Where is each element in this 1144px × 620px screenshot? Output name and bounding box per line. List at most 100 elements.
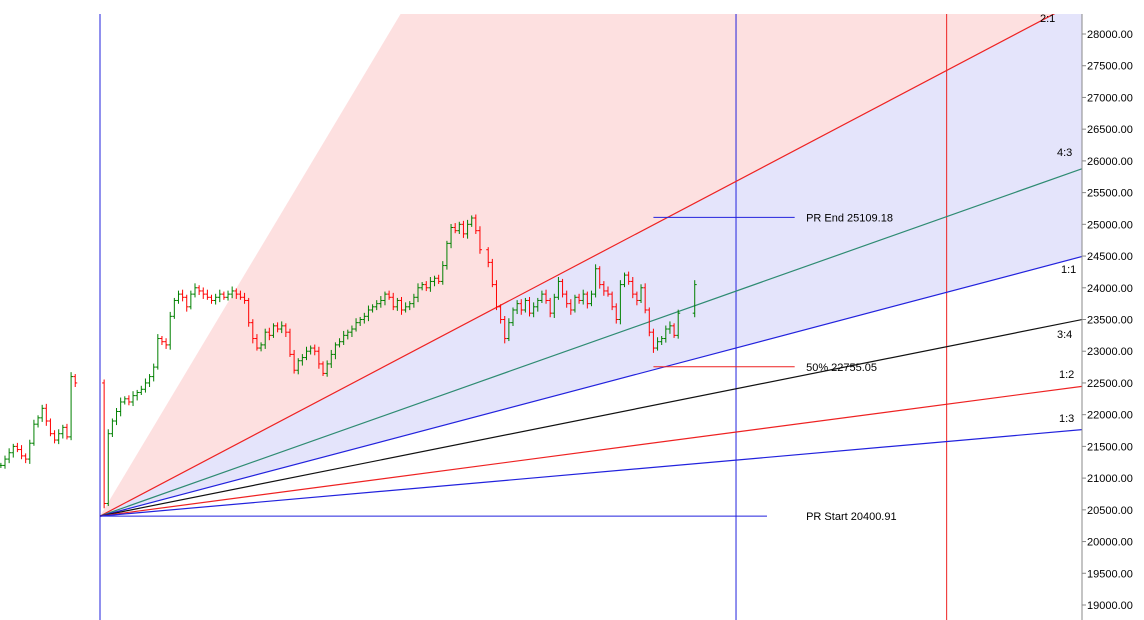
price-bar — [391, 292, 396, 311]
price-bar — [126, 395, 131, 406]
price-bar — [515, 300, 520, 315]
price-bar — [477, 226, 482, 254]
price-bar — [139, 385, 144, 395]
price-bar — [259, 342, 264, 352]
price-bar — [597, 266, 602, 289]
price-bar — [44, 403, 49, 426]
price-bar — [362, 312, 367, 324]
fan-ray-label: 1:1 — [1061, 264, 1076, 276]
price-bar — [663, 325, 668, 343]
price-bar — [300, 354, 305, 366]
price-bar — [312, 344, 317, 356]
price-bar — [461, 220, 466, 238]
price-bar — [275, 322, 280, 333]
price-bar — [374, 300, 379, 311]
price-bar — [106, 429, 111, 507]
price-bar — [556, 276, 561, 300]
price-bar — [7, 448, 12, 464]
price-bar — [3, 455, 8, 469]
fan-zones — [100, 14, 1082, 517]
price-bar — [370, 304, 375, 313]
fan-ray-1-3 — [99, 429, 1082, 517]
price-bar — [283, 323, 288, 338]
price-bar — [250, 319, 255, 344]
price-axis-label: 25500.00 — [1087, 188, 1133, 200]
price-bar — [135, 389, 140, 401]
level-label-2: PR Start 20400.91 — [806, 511, 897, 523]
price-bar — [548, 297, 553, 318]
fan-ray-label: 4:3 — [1057, 147, 1072, 159]
price-bar — [564, 290, 569, 308]
price-bar — [449, 224, 454, 249]
price-bar — [523, 297, 528, 313]
price-bar — [486, 247, 491, 268]
price-bar — [618, 280, 623, 325]
price-bar — [428, 276, 433, 292]
price-bar — [102, 379, 107, 509]
price-bar — [432, 275, 437, 287]
price-axis-label: 27500.00 — [1087, 61, 1133, 73]
price-bar — [308, 345, 313, 355]
price-bar — [304, 346, 309, 361]
price-bar — [568, 299, 573, 315]
fan-ray-1-1 — [99, 255, 1082, 517]
price-bar — [69, 372, 74, 441]
price-bar — [184, 294, 189, 312]
price-bar — [40, 404, 45, 422]
price-axis-label: 22500.00 — [1087, 378, 1133, 390]
price-bar — [581, 289, 586, 305]
price-bar — [292, 349, 297, 374]
price-bar — [147, 374, 152, 388]
price-bar — [205, 289, 210, 300]
fan-ray-label: 3:4 — [1057, 329, 1072, 341]
price-bar — [279, 321, 284, 334]
vertical-markers — [99, 14, 948, 620]
price-bar — [395, 297, 400, 311]
price-bar — [378, 296, 383, 308]
price-bar — [354, 318, 359, 332]
price-bar — [560, 278, 565, 298]
price-bar — [630, 276, 635, 299]
price-bar — [539, 290, 544, 304]
price-bar — [64, 423, 69, 440]
fan-lower-zone — [100, 14, 1082, 517]
price-bar — [296, 358, 301, 375]
price-bar — [643, 283, 648, 314]
price-bar — [271, 323, 276, 338]
price-bar — [399, 296, 404, 315]
price-bar — [659, 335, 664, 346]
price-bar — [605, 286, 610, 297]
price-bar — [519, 299, 524, 315]
price-bar — [19, 445, 24, 460]
price-bar — [325, 360, 330, 377]
price-bar — [246, 297, 251, 327]
price-bar — [180, 289, 185, 302]
price-bar — [131, 391, 136, 407]
price-bar — [444, 240, 449, 270]
price-bar — [403, 302, 408, 313]
price-bar — [151, 363, 156, 382]
price-bar — [11, 443, 16, 458]
fan-ray-label: 1:3 — [1059, 413, 1074, 425]
price-bar — [387, 290, 392, 300]
price-axis-label: 21500.00 — [1087, 441, 1133, 453]
price-bar — [188, 290, 193, 310]
price-bar — [316, 346, 321, 369]
price-bar — [672, 323, 677, 338]
price-bar — [457, 221, 462, 234]
price-bar — [465, 219, 470, 239]
price-bar — [601, 281, 606, 296]
price-bar — [114, 408, 119, 426]
price-bar — [494, 280, 499, 311]
price-bar — [267, 327, 272, 341]
price-axis-label: 24000.00 — [1087, 283, 1133, 295]
level-label-1: 50% 22755.05 — [806, 362, 877, 374]
price-bar — [56, 429, 61, 445]
price-bar — [287, 328, 292, 357]
price-axis-label: 25000.00 — [1087, 219, 1133, 231]
price-axis-label: 21000.00 — [1087, 473, 1133, 485]
price-bar — [535, 297, 540, 312]
price-axis-label: 26000.00 — [1087, 156, 1133, 168]
fan-ray-4-3 — [99, 168, 1082, 517]
price-bar — [527, 296, 532, 317]
